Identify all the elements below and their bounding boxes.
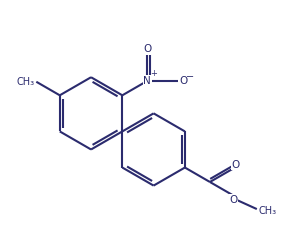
Text: CH₃: CH₃ (259, 206, 277, 216)
Text: +: + (150, 69, 157, 78)
Text: O: O (231, 160, 239, 170)
Text: O: O (229, 195, 238, 205)
Text: O: O (179, 76, 187, 86)
Text: CH₃: CH₃ (16, 77, 35, 87)
Text: N: N (143, 76, 151, 86)
Text: −: − (186, 72, 194, 82)
Text: O: O (143, 44, 151, 54)
